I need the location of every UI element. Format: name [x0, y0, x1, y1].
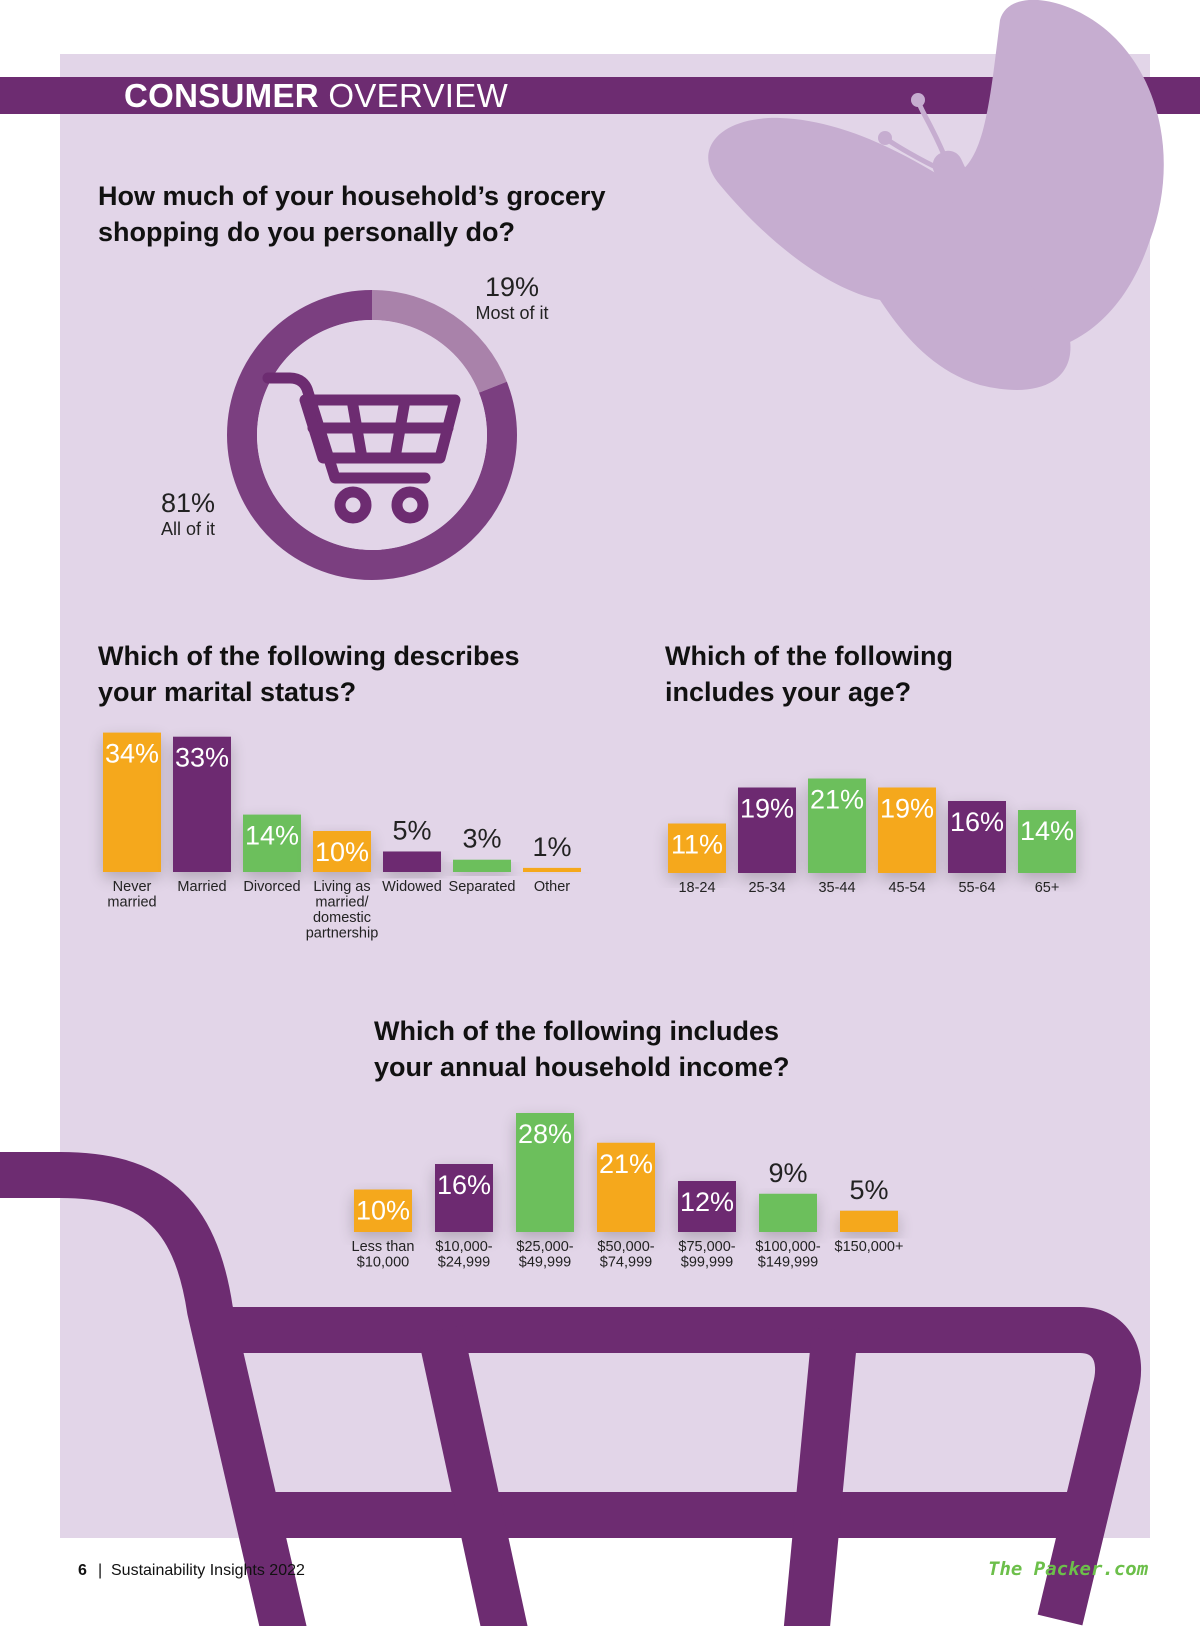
age-category-label: 65+	[1035, 880, 1060, 896]
income-value-label: 10%	[356, 1196, 410, 1226]
donut-value-most-of-it: 19%	[485, 272, 539, 302]
income-value-label: 9%	[768, 1158, 807, 1188]
marital-value-label: 14%	[245, 821, 299, 851]
donut-value-all-of-it: 81%	[161, 488, 215, 518]
age-category-label: 45-54	[888, 880, 925, 896]
income-bar	[435, 1164, 493, 1232]
income-bar-chart: 10% Less than$10,000 16% $10,000-$24,999 28%…	[352, 1113, 904, 1271]
income-category-label: Less than	[352, 1239, 415, 1255]
age-category-label: 55-64	[958, 880, 995, 896]
age-category-label: 18-24	[678, 880, 715, 896]
grocery-donut-chart: 19%Most of it 81%All of it	[161, 272, 549, 580]
income-category-label: $75,000-	[678, 1239, 735, 1255]
income-question-title: Which of the following includes your ann…	[374, 1016, 790, 1082]
age-value-label: 21%	[810, 785, 864, 815]
age-question-title: Which of the following includes your age…	[665, 641, 953, 707]
marital-bar	[523, 867, 581, 872]
marital-category-label: Divorced	[243, 879, 300, 895]
marital-category-label: married	[107, 895, 156, 911]
butterfly-icon	[708, 0, 1164, 390]
income-bar	[759, 1193, 817, 1232]
page-number: 6	[78, 1562, 87, 1579]
marital-value-label: 3%	[462, 824, 501, 854]
income-value-label: 21%	[599, 1149, 653, 1179]
donut-center	[257, 320, 487, 550]
footer-separator: |	[98, 1562, 103, 1579]
age-value-label: 11%	[671, 830, 723, 860]
marital-value-label: 10%	[315, 837, 369, 867]
income-bar	[516, 1113, 574, 1232]
income-value-label: 5%	[849, 1175, 888, 1205]
income-bar	[354, 1189, 412, 1232]
marital-bar	[103, 732, 161, 872]
shopping-cart-icon	[262, 372, 461, 524]
marital-question-title: Which of the following describes your ma…	[98, 641, 520, 707]
age-bar	[1018, 810, 1076, 873]
publication-name: Sustainability Insights 2022	[111, 1562, 305, 1579]
income-category-label: $24,999	[438, 1255, 490, 1271]
marital-category-label: married/	[315, 895, 369, 911]
income-bar	[678, 1181, 736, 1232]
income-value-label: 12%	[680, 1187, 734, 1217]
income-category-label: $100,000-	[755, 1239, 820, 1255]
age-bar	[878, 787, 936, 873]
marital-bar	[313, 831, 371, 872]
age-bar	[948, 801, 1006, 873]
marital-value-label: 33%	[175, 743, 229, 773]
marital-category-label: Separated	[449, 879, 516, 895]
age-category-label: 35-44	[818, 880, 855, 896]
page-title: CONSUMER OVERVIEW	[124, 77, 509, 114]
income-category-label: $149,999	[758, 1255, 818, 1271]
marital-value-label: 34%	[105, 739, 159, 769]
income-category-label: $10,000	[357, 1255, 409, 1271]
age-value-label: 14%	[1020, 816, 1074, 846]
marital-bar	[383, 851, 441, 872]
age-bar	[668, 823, 726, 873]
brand-logo: The Packer.com	[988, 1558, 1149, 1580]
marital-category-label: Living as	[313, 879, 370, 895]
age-bar	[738, 787, 796, 873]
income-category-label: $10,000-	[435, 1239, 492, 1255]
income-value-label: 28%	[518, 1119, 572, 1149]
income-category-label: $50,000-	[597, 1239, 654, 1255]
income-category-label: $49,999	[519, 1255, 571, 1271]
marital-bar	[173, 736, 231, 872]
marital-category-label: Widowed	[382, 879, 442, 895]
income-bar	[597, 1142, 655, 1232]
age-bar-chart: 11% 18-24 19% 25-34 21% 35-44 19% 45-54 16% 55-64…	[668, 778, 1076, 896]
income-category-label: $74,999	[600, 1255, 652, 1271]
marital-category-label: Other	[534, 879, 570, 895]
marital-bar	[243, 814, 301, 872]
income-category-label: $150,000+	[835, 1239, 904, 1255]
grocery-question-title: How much of your household’s grocery sho…	[98, 181, 606, 247]
marital-category-label: partnership	[306, 926, 379, 942]
age-category-label: 25-34	[748, 880, 785, 896]
donut-label-most-of-it: Most of it	[475, 303, 548, 323]
age-bar	[808, 778, 866, 873]
income-value-label: 16%	[437, 1170, 491, 1200]
income-category-label: $25,000-	[516, 1239, 573, 1255]
income-category-label: $99,999	[681, 1255, 733, 1271]
marital-category-label: Married	[177, 879, 226, 895]
marital-bar	[453, 859, 511, 872]
marital-value-label: 1%	[532, 832, 571, 862]
marital-value-label: 5%	[392, 816, 431, 846]
donut-slice-most-of-it	[227, 290, 517, 580]
age-value-label: 16%	[950, 807, 1004, 837]
donut-label-all-of-it: All of it	[161, 519, 215, 539]
age-value-label: 19%	[880, 794, 934, 824]
age-value-label: 19%	[740, 794, 794, 824]
income-bar	[840, 1210, 898, 1232]
marital-category-label: domestic	[313, 910, 371, 926]
marital-category-label: Never	[113, 879, 152, 895]
